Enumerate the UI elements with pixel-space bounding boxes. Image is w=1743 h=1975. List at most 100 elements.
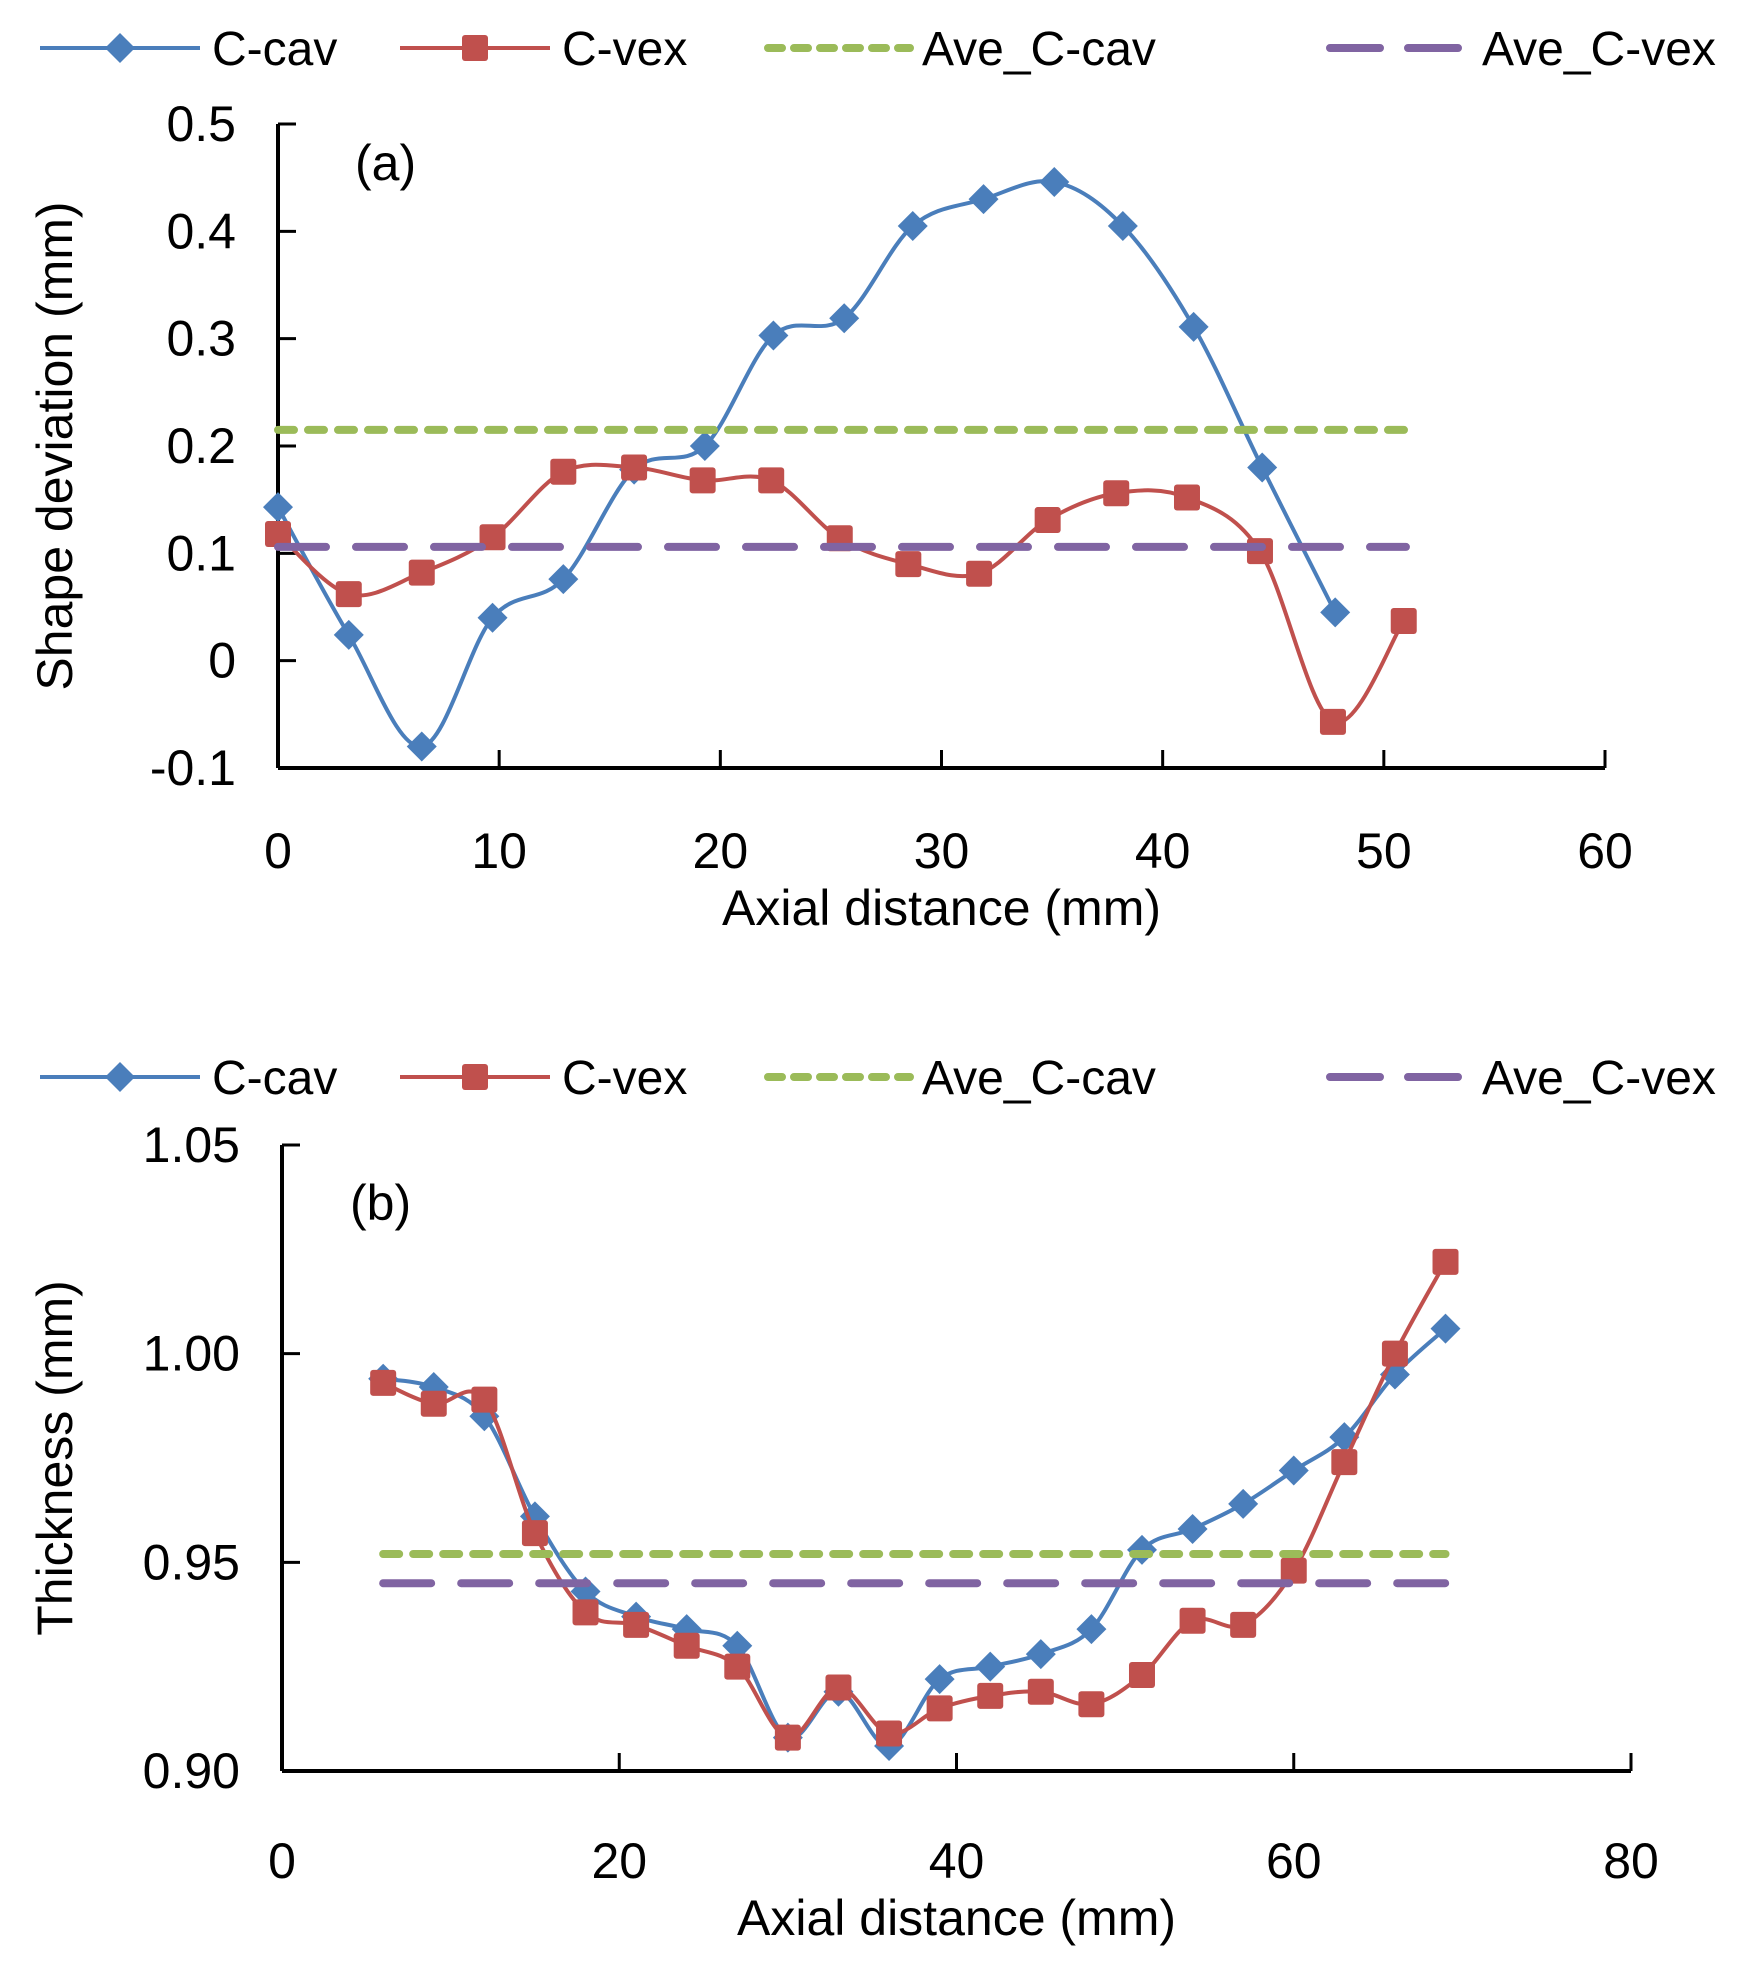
data-point	[829, 303, 860, 334]
data-point	[689, 431, 720, 461]
data-point	[897, 210, 928, 241]
data-point	[265, 521, 291, 548]
data-point	[825, 1674, 852, 1701]
data-point	[550, 458, 577, 485]
data-point	[471, 1386, 498, 1413]
data-point	[263, 492, 293, 523]
y-tick-label: 1.05	[143, 1117, 240, 1173]
y-tick-label: 0.1	[166, 525, 236, 581]
legend: C-cav C-vex Ave_C-cav Ave_C-vex	[40, 23, 1716, 76]
data-point	[924, 1664, 955, 1695]
legend-item: C-cav	[40, 1052, 337, 1105]
x-tick-label: 20	[591, 1833, 647, 1889]
data-point	[335, 581, 362, 608]
panel-label: (b)	[350, 1175, 411, 1231]
chart-panel-b: 0.90 0.95 1.00 1.05 0 20 40 60 80 Axial distance …	[27, 1052, 1716, 1946]
y-tick-label: 0.90	[143, 1743, 240, 1799]
y-tick-label: 0.4	[166, 203, 236, 259]
data-point	[876, 1720, 903, 1747]
legend-label: C-cav	[212, 23, 337, 76]
data-point	[623, 1611, 650, 1638]
x-tick-label: 50	[1356, 823, 1412, 879]
data-point	[548, 564, 579, 595]
data-point	[1228, 1488, 1259, 1519]
data-point	[774, 1724, 801, 1751]
x-tick-label: 0	[268, 1833, 296, 1889]
series-c-vex	[370, 1248, 1459, 1751]
series-line	[276, 179, 1337, 749]
y-tick-label: 0.3	[166, 311, 236, 367]
y-tick-label: -0.1	[150, 740, 236, 796]
x-tick-label: 10	[471, 823, 527, 879]
x-tick-label: 60	[1577, 823, 1633, 879]
data-point	[1319, 708, 1346, 735]
data-point	[370, 1369, 397, 1396]
series-line	[276, 462, 1406, 725]
data-point	[689, 467, 716, 494]
legend: C-cav C-vex Ave_C-cav Ave_C-vex	[40, 1052, 1716, 1105]
legend-label: Ave_C-cav	[922, 1052, 1156, 1105]
data-point	[1320, 597, 1351, 628]
x-tick-label: 80	[1603, 1833, 1659, 1889]
series-c-vex	[265, 454, 1417, 735]
legend-item: Ave_C-vex	[1326, 23, 1716, 76]
legend-label: C-cav	[212, 1052, 337, 1105]
data-point	[722, 1630, 753, 1661]
data-point	[1432, 1248, 1459, 1275]
series-c-cav	[263, 166, 1351, 762]
chart-panel-a: -0.1 0 0.1 0.2 0.3 0.4 0.5 0 10 20 30 40 50 60 Axial d…	[27, 23, 1716, 936]
legend-item: C-vex	[400, 23, 687, 76]
data-point	[420, 1390, 447, 1417]
data-point	[1076, 1614, 1107, 1645]
data-point	[1027, 1678, 1054, 1705]
y-tick-label: 1.00	[143, 1326, 240, 1382]
data-point	[968, 184, 999, 215]
panel-label: (a)	[355, 135, 416, 191]
diamond-marker-icon	[105, 33, 135, 63]
data-point	[1128, 1662, 1155, 1689]
legend-item: Ave_C-vex	[1326, 1052, 1716, 1105]
data-point	[1039, 166, 1070, 197]
data-point	[977, 1682, 1004, 1709]
legend-label: Ave_C-vex	[1482, 23, 1716, 76]
legend-item: C-cav	[40, 23, 337, 76]
y-tick-label: 0.5	[166, 96, 236, 152]
legend-item: C-vex	[400, 1052, 687, 1105]
data-point	[758, 467, 785, 494]
x-axis-title: Axial distance (mm)	[722, 880, 1161, 936]
data-point	[724, 1653, 751, 1680]
data-point	[1034, 507, 1061, 534]
y-tick-label: 0	[208, 633, 236, 689]
x-tick-label: 30	[914, 823, 970, 879]
square-marker-icon	[462, 1064, 488, 1090]
y-tick-label: 0.95	[143, 1534, 240, 1590]
data-point	[1078, 1691, 1105, 1718]
data-point	[673, 1632, 700, 1659]
data-point	[479, 524, 506, 551]
legend-item: Ave_C-cav	[764, 23, 1156, 76]
data-point	[572, 1599, 599, 1626]
x-tick-label: 40	[929, 1833, 985, 1889]
y-tick-label: 0.2	[166, 418, 236, 474]
data-point	[1178, 311, 1209, 342]
data-point	[333, 619, 364, 650]
square-marker-icon	[462, 35, 488, 61]
data-point	[477, 602, 508, 633]
data-point	[966, 560, 993, 587]
x-tick-label: 20	[693, 823, 749, 879]
data-point	[1430, 1313, 1461, 1344]
data-point	[1177, 1513, 1208, 1544]
data-point	[1230, 1611, 1257, 1638]
data-point	[1103, 480, 1130, 507]
data-point	[1179, 1607, 1206, 1634]
legend-label: Ave_C-vex	[1482, 1052, 1716, 1105]
data-point	[1278, 1455, 1309, 1486]
data-point	[1107, 210, 1138, 241]
legend-item: Ave_C-cav	[764, 1052, 1156, 1105]
data-point	[1173, 484, 1200, 511]
data-point	[895, 551, 922, 578]
diamond-marker-icon	[105, 1062, 135, 1092]
x-tick-label: 40	[1135, 823, 1191, 879]
x-tick-label: 60	[1266, 1833, 1322, 1889]
